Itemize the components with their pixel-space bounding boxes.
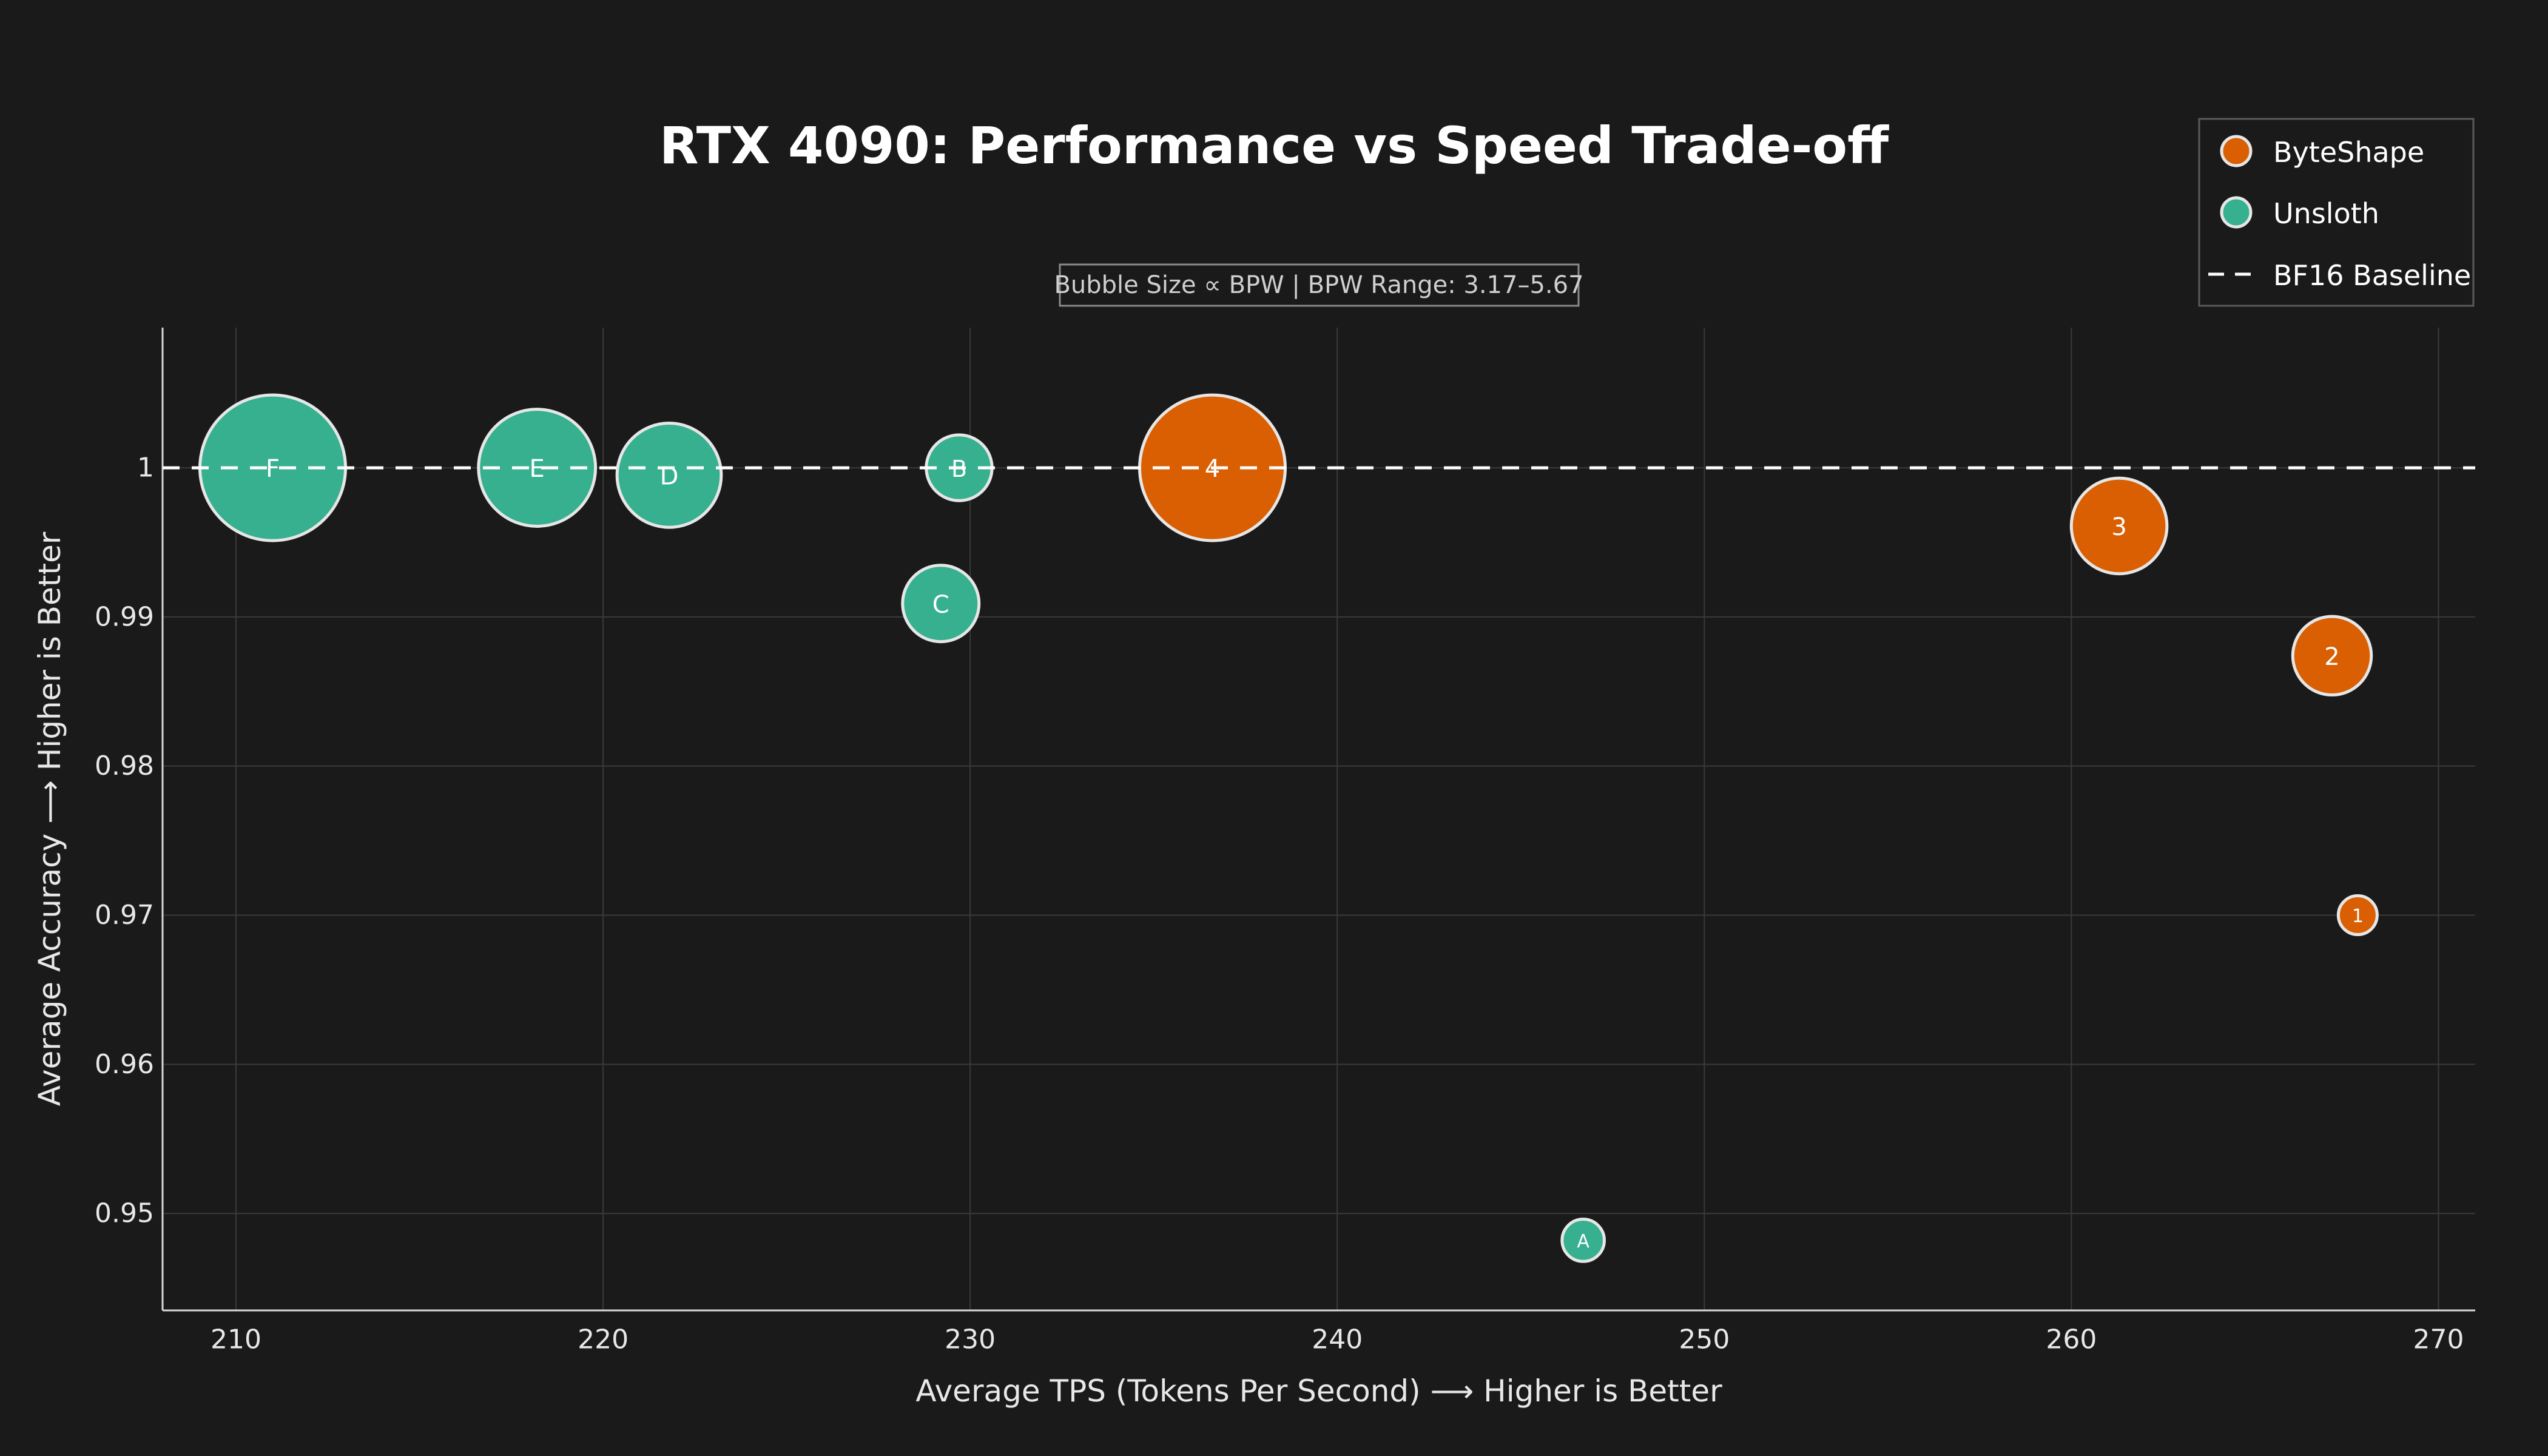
y-tick-label: 0.97 — [95, 900, 154, 931]
legend: ByteShape Unsloth BF16 Baseline — [2198, 118, 2475, 307]
bubble-point — [2291, 615, 2373, 697]
bubble-point — [477, 408, 598, 528]
x-tick-label: 210 — [211, 1324, 261, 1355]
y-tick-label: 0.96 — [95, 1049, 154, 1080]
bubble-label: F — [266, 455, 280, 483]
y-tick-label: 1 — [137, 453, 154, 484]
y-tick-label: 0.98 — [95, 750, 154, 781]
legend-label-baseline: BF16 Baseline — [2273, 259, 2471, 292]
bubble-label: A — [1577, 1231, 1589, 1252]
bubble-label: 3 — [2111, 513, 2126, 541]
legend-marker-unsloth — [2220, 196, 2253, 229]
bubbles: 1234ABCDEF — [198, 393, 2379, 1263]
x-tick-label: 250 — [1679, 1324, 1730, 1355]
bubble-point — [901, 564, 981, 644]
x-tick-label: 220 — [578, 1324, 629, 1355]
legend-label-byteshape: ByteShape — [2273, 136, 2424, 169]
bubble-point — [2336, 894, 2379, 937]
tick-labels: 210 220 230 240 250 260 270 0.95 0.96 0.97 0.98 0.9… — [95, 453, 2464, 1355]
y-tick-label: 0.95 — [95, 1198, 154, 1229]
bubble-point — [2069, 476, 2169, 576]
x-axis-label: Average TPS (Tokens Per Second) ⟶ Higher… — [915, 1373, 1722, 1409]
subtitle-box: Bubble Size ∝ BPW | BPW Range: 3.17–5.67 — [1054, 263, 1584, 307]
y-axis-label: Average Accuracy ⟶ Higher is Better — [32, 531, 67, 1106]
chart-subtitle: Bubble Size ∝ BPW | BPW Range: 3.17–5.67 — [1054, 271, 1583, 299]
bubble-label: 1 — [2352, 906, 2364, 927]
x-tick-label: 260 — [2046, 1324, 2097, 1355]
chart-title: RTX 4090: Performance vs Speed Trade-off — [659, 116, 1889, 175]
bubble-label: 2 — [2324, 643, 2339, 671]
axes — [161, 328, 2475, 1312]
legend-label-unsloth: Unsloth — [2273, 197, 2379, 230]
bubble-label: C — [932, 591, 949, 619]
x-tick-label: 230 — [945, 1324, 996, 1355]
y-tick-label: 0.99 — [95, 601, 154, 632]
x-tick-label: 240 — [1312, 1324, 1363, 1355]
legend-marker-byteshape — [2220, 135, 2253, 167]
x-tick-label: 270 — [2413, 1324, 2464, 1355]
bubble-point — [1560, 1218, 1606, 1263]
bubble-point — [615, 422, 723, 529]
